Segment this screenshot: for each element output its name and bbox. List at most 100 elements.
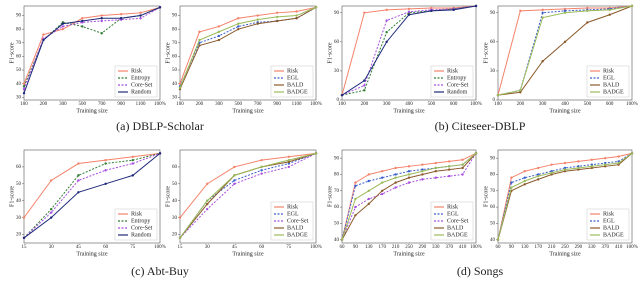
series-line — [23, 6, 161, 90]
point — [158, 152, 162, 155]
point — [131, 155, 134, 158]
point — [407, 10, 411, 14]
x-tick-label: 60 — [340, 245, 346, 250]
point — [237, 22, 240, 25]
x-tick-label: 45 — [232, 245, 238, 250]
series-line — [179, 6, 317, 88]
point — [340, 238, 344, 241]
point — [354, 197, 357, 201]
x-axis-label: Training size — [232, 108, 264, 114]
point — [260, 172, 263, 175]
x-tick-label: 100% — [154, 245, 166, 250]
point — [630, 4, 634, 8]
series-line — [179, 6, 317, 84]
point — [77, 162, 80, 165]
x-tick-label: 300 — [383, 102, 391, 107]
x-tick-label: 130 — [365, 245, 373, 250]
point — [474, 4, 478, 8]
series-line — [179, 152, 317, 239]
plot-frame — [341, 5, 477, 101]
x-tick-label: 130 — [521, 245, 529, 250]
point — [541, 11, 544, 14]
point — [537, 166, 540, 170]
legend-label: BADGE — [287, 232, 308, 238]
point — [563, 9, 567, 13]
series-line — [23, 152, 161, 239]
x-tick-label: 60 — [103, 245, 109, 250]
x-tick-label: 90 — [509, 245, 515, 250]
x-axis-label: Training size — [76, 251, 108, 257]
point — [217, 30, 221, 34]
legend-label: Risk — [603, 211, 614, 217]
plot-frame — [23, 5, 161, 101]
plot-frame — [497, 149, 633, 244]
x-tick-label: 100 — [176, 102, 184, 107]
point — [287, 155, 290, 158]
point — [81, 25, 84, 28]
x-tick-label: 210 — [548, 245, 556, 250]
point — [354, 205, 357, 209]
series-line — [23, 152, 161, 239]
point — [275, 19, 279, 23]
legend-label: Risk — [287, 68, 298, 74]
point — [421, 173, 424, 176]
point — [421, 163, 424, 166]
y-tick-label: 30 — [172, 216, 178, 221]
x-tick-label: 30 — [205, 245, 211, 250]
point — [260, 158, 263, 162]
point — [104, 182, 107, 186]
point — [523, 183, 526, 186]
y-tick-label: 70 — [172, 41, 178, 46]
point — [198, 44, 201, 47]
x-tick-label: 200 — [40, 102, 48, 107]
point — [563, 40, 567, 44]
x-tick-label: 500 — [235, 102, 243, 107]
x-tick-label: 15 — [178, 245, 184, 250]
x-tick-label: 370 — [445, 245, 453, 250]
y-tick-label: 90 — [334, 11, 340, 16]
y-tick-label: 40 — [16, 199, 22, 204]
y-tick-label: 50 — [334, 222, 340, 227]
x-tick-label: 100% — [310, 102, 322, 107]
y-tick-label: 30 — [490, 69, 496, 74]
x-tick-label: 290 — [575, 245, 583, 250]
plot-frame — [179, 5, 317, 101]
point — [217, 25, 221, 28]
point — [385, 19, 388, 22]
legend-label: BALD — [603, 82, 620, 88]
legend-label: BALD — [603, 225, 620, 231]
point — [367, 202, 370, 206]
point — [50, 211, 53, 214]
point — [104, 169, 107, 172]
x-tick-label: 900 — [273, 102, 281, 107]
x-tick-label: 330 — [588, 245, 596, 250]
y-tick-label: 40 — [172, 82, 178, 87]
point — [448, 165, 451, 168]
point — [260, 169, 263, 172]
point — [139, 14, 142, 17]
point — [287, 160, 290, 164]
point — [198, 38, 201, 42]
legend-label: Risk — [447, 68, 458, 74]
legend-label: BADGE — [447, 232, 468, 238]
point — [541, 8, 544, 12]
x-tick-label: 60 — [259, 245, 265, 250]
legend-label: Random — [447, 89, 468, 95]
y-tick-label: 50 — [16, 182, 22, 187]
y-tick-label: 90 — [490, 156, 496, 161]
point — [367, 197, 370, 201]
x-tick-label: 500 — [79, 102, 87, 107]
point — [81, 17, 84, 20]
point — [206, 202, 209, 206]
point — [131, 174, 134, 177]
point — [233, 182, 236, 186]
y-tick-label: 40 — [172, 199, 178, 204]
point — [461, 158, 464, 161]
point — [563, 11, 567, 14]
x-axis-label: Training size — [393, 108, 425, 114]
y-tick-label: 80 — [334, 173, 340, 178]
y-tick-label: 40 — [334, 238, 340, 243]
point — [139, 11, 142, 15]
point — [233, 174, 236, 177]
x-tick-label: 500 — [428, 102, 436, 107]
